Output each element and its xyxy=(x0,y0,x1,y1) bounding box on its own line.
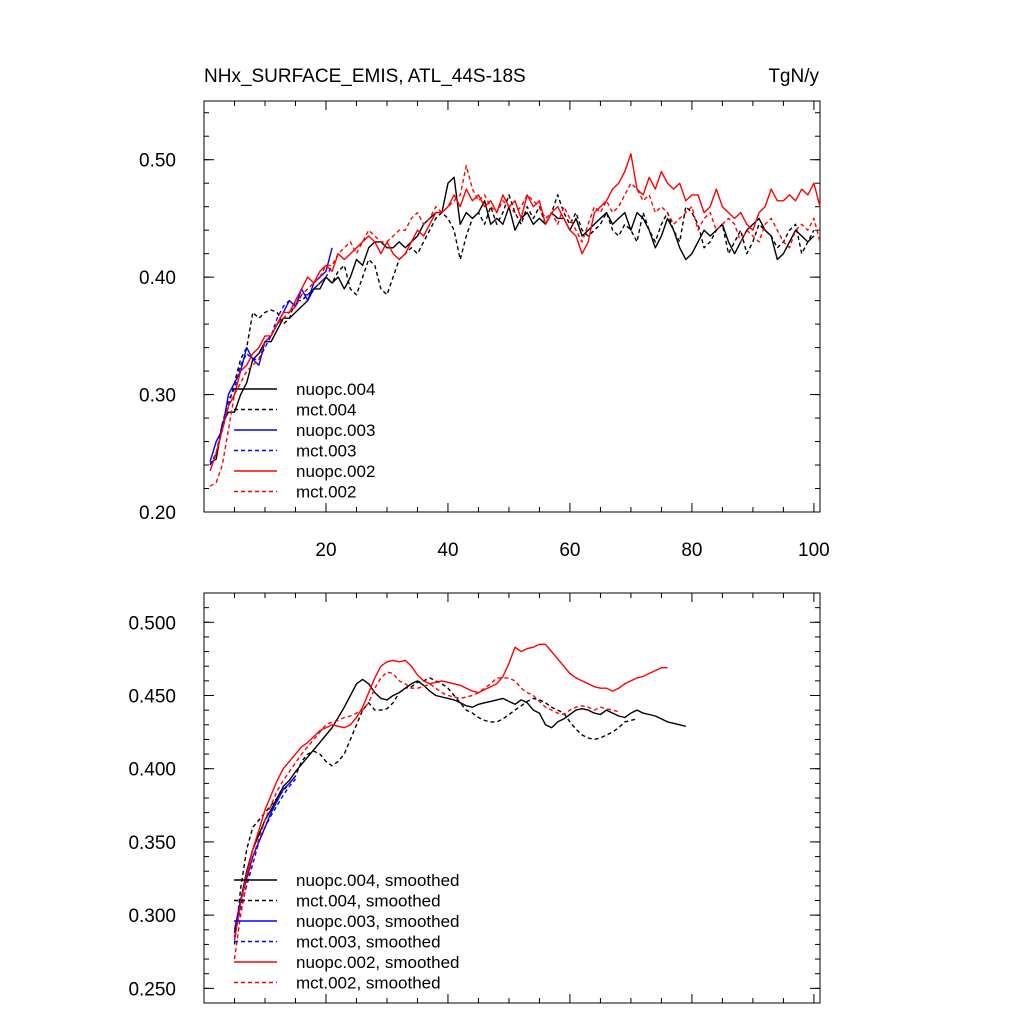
chart-title: NHx_SURFACE_EMIS, ATL_44S-18S xyxy=(204,66,526,87)
top-panel: NHx_SURFACE_EMIS, ATL_44S-18S TgN/y 20 40… xyxy=(139,66,830,561)
y-tick-label: 0.350 xyxy=(128,833,176,854)
series-line-nuopc-002 xyxy=(209,153,821,472)
units-label: TgN/y xyxy=(768,66,819,87)
y-tick-label: 0.50 xyxy=(139,151,176,172)
x-tick-label: 60 xyxy=(559,540,580,561)
series-line-nuopc-003-smoothed xyxy=(233,775,297,930)
plot-frame xyxy=(203,100,821,513)
x-tick-label: 100 xyxy=(798,540,830,561)
y-tick-label: 0.250 xyxy=(128,979,176,1000)
y-tick-label: 0.40 xyxy=(139,268,176,289)
legend-label: nuopc.003 xyxy=(296,421,375,440)
series-line-mct-003-smoothed xyxy=(233,778,297,938)
x-tick-label: 40 xyxy=(437,540,458,561)
bottom-panel: 0.250 0.300 0.350 0.400 0.450 0.500 nuopc.004,… xyxy=(128,592,821,1004)
y-tick-label: 0.300 xyxy=(128,906,176,927)
legend-label: nuopc.004 xyxy=(296,380,375,399)
legend-label: mct.004, smoothed xyxy=(296,892,441,911)
y-tick-label: 0.400 xyxy=(128,760,176,781)
legend-label: mct.004 xyxy=(296,401,356,420)
x-tick-label: 80 xyxy=(681,540,702,561)
series-line-nuopc-004-smoothed xyxy=(233,678,686,933)
x-tick-label: 20 xyxy=(315,540,336,561)
series-line-mct-004-smoothed xyxy=(233,677,638,945)
series-line-nuopc-004 xyxy=(209,176,815,464)
y-tick-label: 0.20 xyxy=(139,503,176,524)
y-tick-label: 0.500 xyxy=(128,613,176,634)
legend-label: nuopc.002, smoothed xyxy=(296,953,460,972)
legend-label: mct.003 xyxy=(296,442,356,461)
series-line-mct-003 xyxy=(209,265,333,466)
legend-label: nuopc.003, smoothed xyxy=(296,912,460,931)
series-line-mct-002-smoothed xyxy=(233,671,619,960)
legend-label: nuopc.002 xyxy=(296,462,375,481)
y-tick-label: 0.450 xyxy=(128,687,176,708)
legend-label: mct.003, smoothed xyxy=(296,933,441,952)
series-line-mct-002 xyxy=(209,164,821,487)
legend-label: nuopc.004, smoothed xyxy=(296,871,460,890)
legend-label: mct.002 xyxy=(296,483,356,502)
series-line-nuopc-002-smoothed xyxy=(233,643,668,941)
y-tick-label: 0.30 xyxy=(139,386,176,407)
legend-label: mct.002, smoothed xyxy=(296,974,441,993)
